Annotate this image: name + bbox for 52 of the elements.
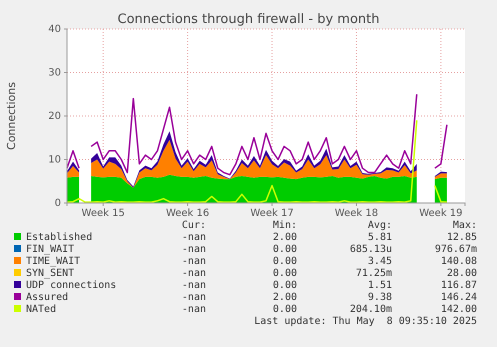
text: 0.00 (272, 244, 297, 255)
text: 976.67m (434, 244, 477, 255)
text: Min: (272, 220, 297, 231)
y-axis-title: Connections (5, 82, 18, 150)
text: 2.00 (272, 292, 297, 303)
text: 116.87 (440, 280, 477, 291)
text: 685.13u (350, 244, 392, 255)
text: 0.00 (272, 280, 297, 291)
legend-label: Assured (26, 292, 68, 303)
text: Avg: (368, 220, 392, 231)
text: 0.00 (272, 268, 297, 279)
legend-label: FIN_WAIT (26, 244, 74, 255)
text: 5.81 (368, 232, 392, 243)
x-tick-label: Week 16 (166, 208, 210, 220)
legend-label: SYN_SENT (26, 268, 74, 279)
y-tick-label: 20 (48, 111, 61, 122)
text: 142.00 (440, 304, 477, 315)
text: -nan (182, 304, 206, 315)
text: -nan (182, 292, 206, 303)
text: Cur: (182, 220, 206, 231)
text: -nan (182, 232, 206, 243)
text: 140.08 (440, 256, 477, 267)
text: 12.85 (446, 232, 477, 243)
y-tick-label: 0 (54, 198, 61, 210)
legend-label: UDP connections (26, 280, 116, 291)
text: Last update: Thu May 8 09:35:10 2025 (254, 316, 477, 327)
text: 146.24 (440, 292, 477, 303)
x-tick-label: Week 18 (334, 208, 378, 220)
y-tick-label: 40 (48, 24, 61, 36)
legend-label: Established (26, 232, 92, 243)
text: 204.10m (350, 304, 392, 315)
text: 0.00 (272, 304, 297, 315)
text: -nan (182, 280, 206, 291)
x-tick-label: Week 19 (419, 208, 463, 220)
legend-label: NATed (26, 304, 56, 315)
text: 2.00 (272, 232, 297, 243)
text: 1.51 (368, 280, 392, 291)
legend-label: TIME_WAIT (26, 256, 80, 267)
text: -nan (182, 244, 206, 255)
y-tick-label: 30 (48, 68, 61, 79)
x-tick-label: Week 17 (250, 208, 294, 220)
text: -nan (182, 268, 206, 279)
text: 71.25m (356, 268, 392, 279)
text: 0.00 (272, 256, 297, 267)
text: -nan (182, 256, 206, 267)
text: Max: (452, 220, 477, 231)
y-tick-label: 10 (48, 154, 61, 166)
text: 9.38 (368, 292, 392, 303)
chart-title: Connections through firewall - by month (118, 12, 380, 27)
text: 3.45 (368, 256, 392, 267)
text: 28.00 (446, 268, 477, 279)
x-tick-label: Week 15 (82, 208, 125, 220)
